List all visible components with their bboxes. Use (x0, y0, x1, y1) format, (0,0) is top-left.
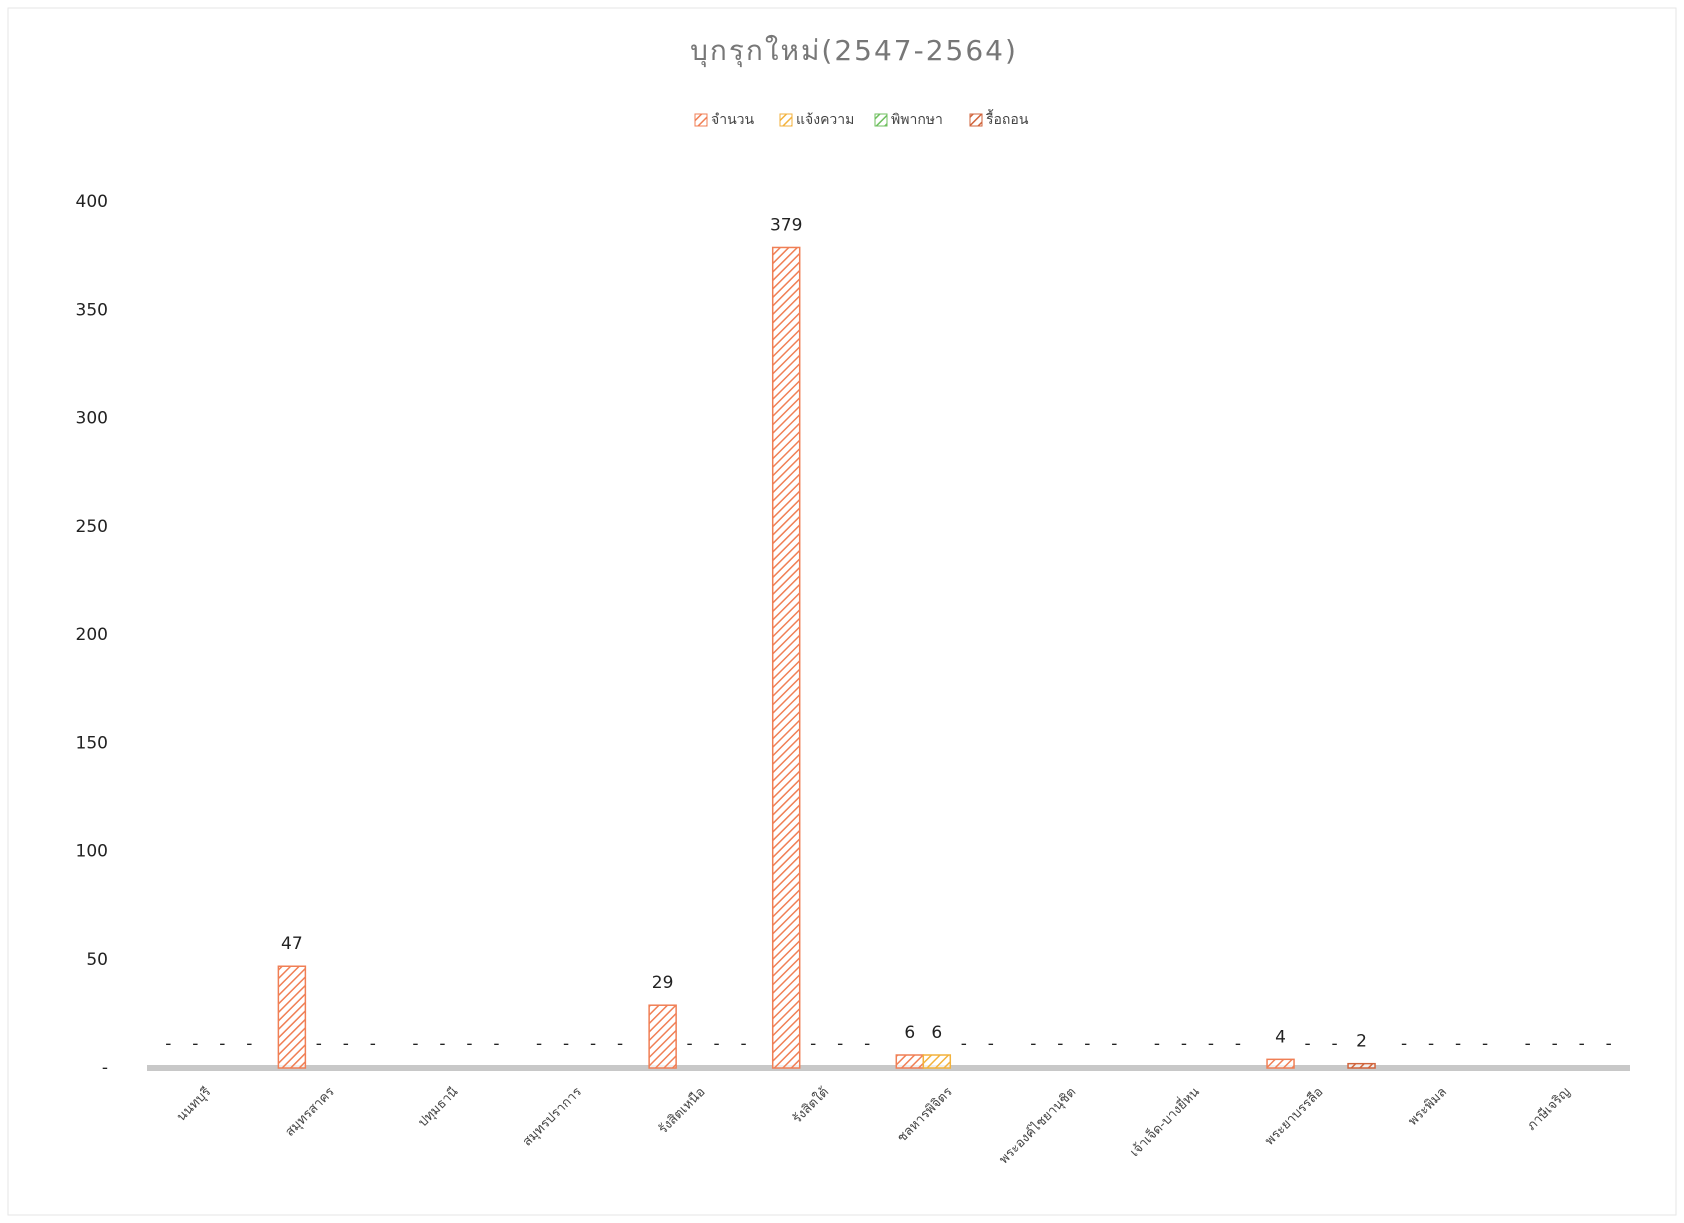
data-label: - (1154, 1034, 1160, 1054)
data-label: - (1057, 1034, 1063, 1054)
x-tick-label: สมุทรสาคร (283, 1085, 338, 1140)
data-label: - (1455, 1034, 1461, 1054)
legend-label: พิพากษา (891, 112, 943, 128)
bar (1266, 1058, 1295, 1069)
data-label: 4 (1275, 1027, 1286, 1047)
data-label: - (1428, 1034, 1434, 1054)
bar (277, 965, 307, 1069)
data-label: - (687, 1034, 693, 1054)
y-tick-label: 200 (76, 625, 108, 645)
y-tick-label: - (102, 1058, 108, 1078)
x-tick-label: พระองค์ไชยานุชิต (996, 1084, 1079, 1167)
y-tick-label: 150 (76, 733, 108, 753)
data-label: - (590, 1034, 596, 1054)
data-label: - (192, 1034, 198, 1054)
legend-label: รื้อถอน (986, 109, 1029, 128)
data-label: - (536, 1034, 542, 1054)
x-tick-label: ภาษีเจริญ (1524, 1084, 1574, 1134)
data-label: - (493, 1034, 499, 1054)
data-label: - (837, 1034, 843, 1054)
data-label: - (563, 1034, 569, 1054)
data-label: - (165, 1034, 171, 1054)
chart-title: บุกรุกใหม่(2547-2564) (690, 34, 1018, 68)
legend-swatch (874, 113, 888, 127)
data-label: - (1084, 1034, 1090, 1054)
y-tick-label: 350 (76, 300, 108, 320)
y-tick-label: 400 (76, 192, 108, 212)
data-label: 29 (652, 973, 674, 993)
data-label: - (246, 1034, 252, 1054)
data-label: 379 (770, 215, 802, 235)
data-label: - (1030, 1034, 1036, 1054)
x-tick-label: เจ้าเจ็ด-บางยี่หน (1125, 1082, 1203, 1160)
data-label: - (316, 1034, 322, 1054)
data-label: - (219, 1034, 225, 1054)
data-label: 2 (1356, 1032, 1367, 1052)
legend-swatch (694, 113, 708, 127)
y-tick-label: 100 (76, 842, 108, 862)
bar (922, 1054, 952, 1069)
y-tick-label: 250 (76, 517, 108, 537)
data-label: - (1401, 1034, 1407, 1054)
data-label: 6 (904, 1023, 915, 1043)
data-label: - (741, 1034, 747, 1054)
legend-label: แจ้งความ (796, 112, 854, 128)
x-tick-label: รังสิตเหนือ (655, 1084, 708, 1137)
data-label: - (343, 1034, 349, 1054)
x-tick-label: ชลหารพิจิตร (895, 1085, 956, 1146)
bar (771, 246, 801, 1069)
legend-swatch (969, 113, 983, 127)
data-label: - (1579, 1034, 1585, 1054)
data-label: - (810, 1034, 816, 1054)
data-label: - (439, 1034, 445, 1054)
bar (895, 1054, 925, 1069)
data-label: - (1482, 1034, 1488, 1054)
data-label: - (466, 1034, 472, 1054)
x-tick-label: ปทุมธานี (415, 1084, 461, 1130)
legend-swatch (779, 113, 793, 127)
data-label: - (370, 1034, 376, 1054)
data-label: - (1208, 1034, 1214, 1054)
chart-border (7, 7, 1677, 1216)
data-label: - (961, 1034, 967, 1054)
data-label: - (1304, 1034, 1310, 1054)
baseline (147, 1065, 1630, 1071)
data-label: - (617, 1034, 623, 1054)
x-tick-label: สมุทรปราการ (520, 1085, 585, 1150)
x-tick-label: พระพิมล (1406, 1085, 1450, 1129)
data-label: - (1525, 1034, 1531, 1054)
bar (648, 1004, 677, 1069)
data-label: - (1331, 1034, 1337, 1054)
data-label: - (1235, 1034, 1241, 1054)
data-label: 47 (281, 934, 303, 954)
data-label: - (1606, 1034, 1612, 1054)
data-label: - (1181, 1034, 1187, 1054)
data-label: - (412, 1034, 418, 1054)
data-label: - (988, 1034, 994, 1054)
data-label: 6 (931, 1023, 942, 1043)
x-tick-label: นนทบุรี (173, 1084, 214, 1125)
data-label: - (714, 1034, 720, 1054)
data-label: - (864, 1034, 870, 1054)
x-tick-label: พระยาบรรลือ (1262, 1084, 1327, 1149)
data-label: - (1552, 1034, 1558, 1054)
legend-label: จำนวน (711, 112, 754, 128)
data-label: - (1111, 1034, 1117, 1054)
y-tick-label: 300 (76, 409, 108, 429)
y-tick-label: 50 (86, 950, 108, 970)
bar (1347, 1062, 1376, 1069)
x-tick-label: รังสิตใต้ (789, 1084, 832, 1127)
